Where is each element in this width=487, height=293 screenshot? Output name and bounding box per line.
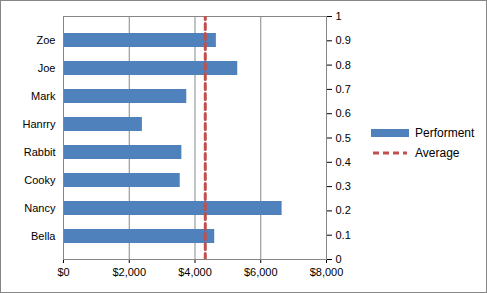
svg-text:Zoe: Zoe: [37, 34, 56, 46]
svg-text:0.4: 0.4: [336, 156, 351, 168]
svg-text:0.5: 0.5: [336, 132, 351, 144]
svg-text:0.7: 0.7: [336, 83, 351, 95]
svg-text:$0: $0: [57, 266, 69, 278]
svg-text:0.2: 0.2: [336, 204, 351, 216]
svg-text:Hanrry: Hanrry: [22, 118, 56, 130]
svg-text:$2,000: $2,000: [112, 266, 146, 278]
svg-text:Bella: Bella: [31, 230, 56, 242]
html-text:Average: Average: [415, 146, 460, 160]
svg-text:0: 0: [336, 253, 342, 265]
svg-text:Joe: Joe: [38, 62, 56, 74]
svg-text:1: 1: [336, 10, 342, 22]
svg-text:0.3: 0.3: [336, 180, 351, 192]
svg-text:$6,000: $6,000: [244, 266, 278, 278]
svg-text:0.8: 0.8: [336, 59, 351, 71]
html-text:Performent: Performent: [415, 126, 475, 140]
svg-text:Nancy: Nancy: [24, 202, 56, 214]
svg-text:Cooky: Cooky: [24, 174, 56, 186]
svg-text:Mark: Mark: [31, 90, 56, 102]
svg-text:Rabbit: Rabbit: [24, 146, 56, 158]
svg-text:0.6: 0.6: [336, 107, 351, 119]
svg-text:0.1: 0.1: [336, 229, 351, 241]
svg-text:$8,000: $8,000: [310, 266, 344, 278]
svg-text:$4,000: $4,000: [178, 266, 212, 278]
svg-text:0.9: 0.9: [336, 34, 351, 46]
